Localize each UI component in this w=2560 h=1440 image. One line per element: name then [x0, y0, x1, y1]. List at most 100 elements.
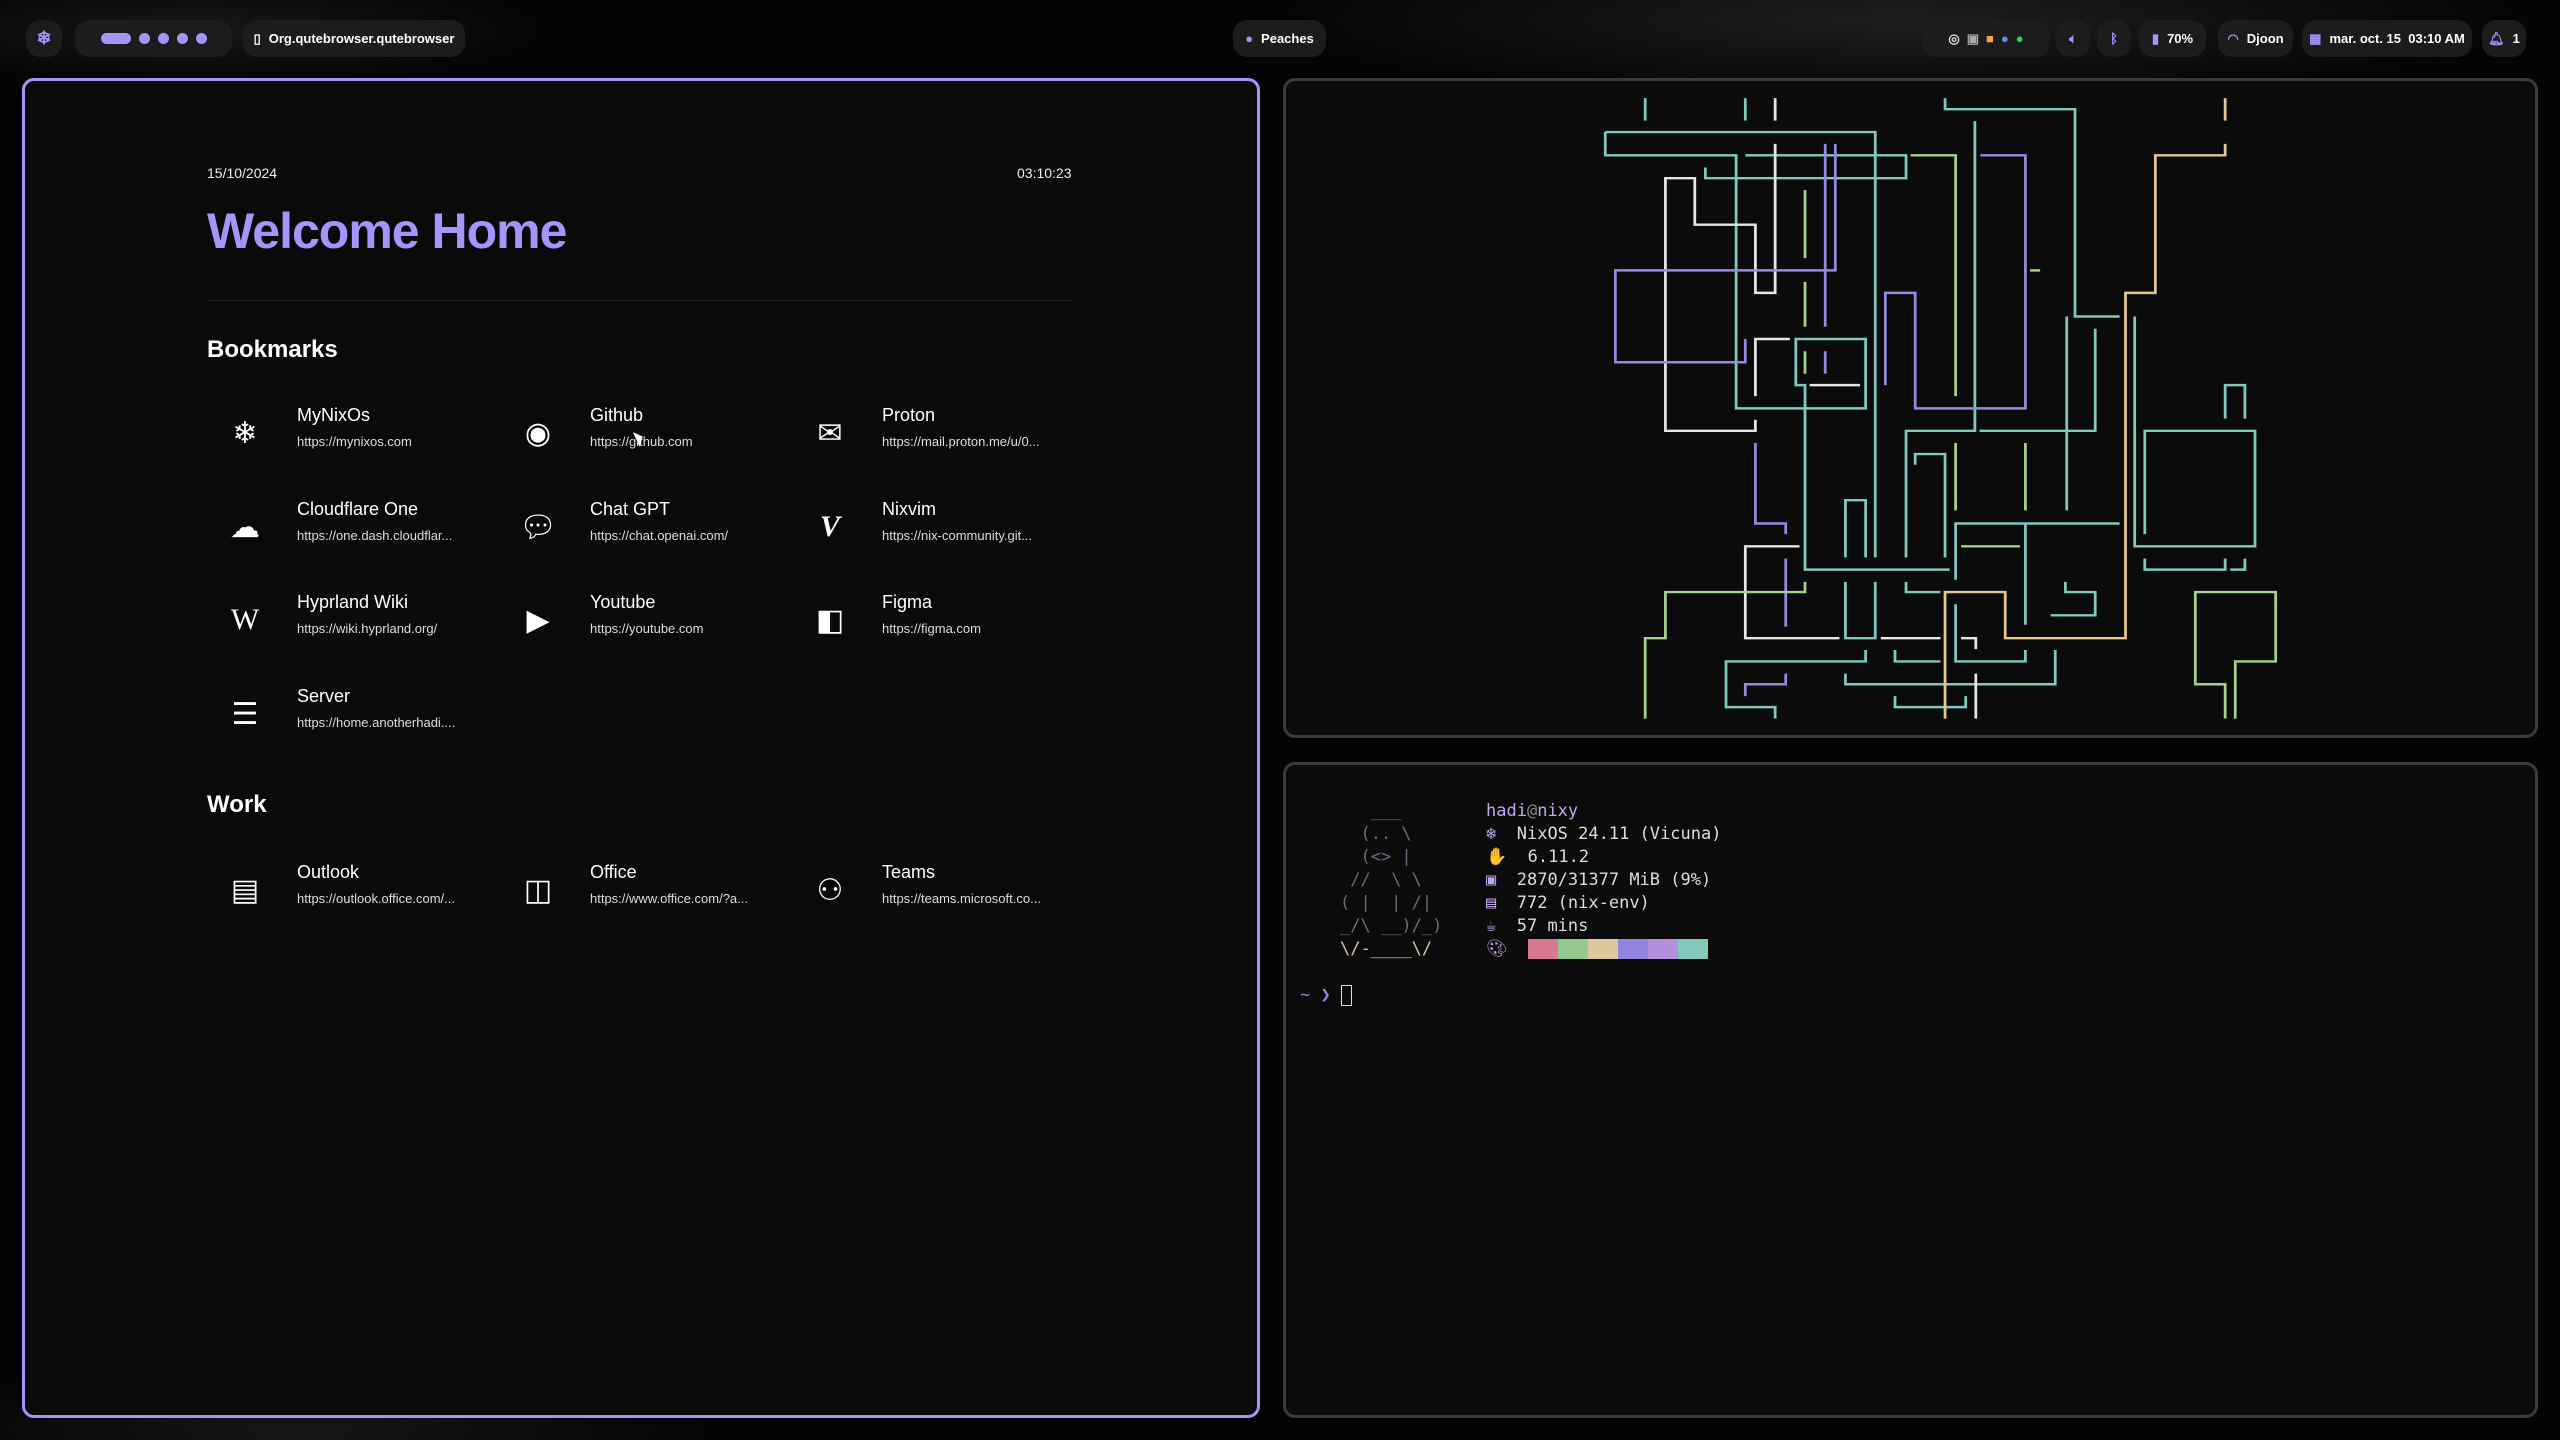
wifi-indicator[interactable]: ◠ Djoon	[2218, 20, 2293, 57]
bookmark-url: https://wiki.hyprland.org/	[297, 621, 438, 636]
vim-icon: V	[819, 510, 840, 543]
at-sign: @	[1526, 801, 1538, 821]
bookmark-proton[interactable]: ✉ Proton https://mail.proton.me/u/0...	[792, 405, 1082, 465]
color-swatch	[1558, 939, 1589, 959]
bookmarks-heading: Bookmarks	[207, 336, 338, 363]
bookmark-teams[interactable]: ⚇ Teams https://teams.microsoft.co...	[792, 862, 1082, 922]
workspace-5[interactable]	[195, 33, 207, 44]
outlook-icon: ▤	[230, 873, 260, 907]
bookmark-mynixos[interactable]: ❄ MyNixOs https://mynixos.com	[207, 405, 497, 465]
pipe-segment	[1913, 452, 1947, 558]
divider	[207, 300, 1073, 301]
terminal-output: ___ hadi@nixy (.. \ ❄ NixOS 24.11 (Vicuna)…	[1300, 800, 1721, 1007]
mail-icon: ✉	[817, 416, 843, 450]
package-icon: ▤	[1486, 893, 1497, 913]
bookmark-name: Server	[297, 686, 351, 706]
launcher-button[interactable]: ❄	[26, 20, 62, 57]
disc-icon[interactable]: ◎	[1948, 30, 1960, 46]
bookmark-url: https://github.com	[590, 434, 693, 449]
volume-button[interactable]: 🔈︎	[2056, 20, 2090, 57]
browser-window	[22, 78, 1260, 1418]
pipe-segment	[2133, 316, 2257, 548]
bookmark-name: Youtube	[590, 592, 656, 612]
pipe-segment	[1844, 650, 2057, 686]
ascii-line: \/-____\/	[1340, 939, 1433, 959]
username: hadi	[1486, 801, 1527, 821]
bookmark-server[interactable]: ☰ Server https://home.anotherhadi....	[207, 686, 497, 746]
bluetooth-icon: ᛒ	[2110, 31, 2118, 46]
pipe-segment	[1961, 636, 1978, 650]
bookmark-url: https://figma.com	[882, 621, 981, 636]
bookmark-hyprland-wiki[interactable]: W Hyprland Wiki https://wiki.hyprland.org/	[207, 592, 497, 652]
color-swatch	[1648, 939, 1679, 959]
cursor[interactable]	[1340, 984, 1352, 1006]
workspace-2[interactable]	[138, 33, 150, 44]
home-date: 15/10/2024	[207, 165, 278, 181]
pipe-segment	[1605, 130, 1877, 558]
ascii-line: (.. \	[1340, 824, 1412, 844]
color-swatch	[1618, 939, 1649, 959]
pipe-segment	[1943, 143, 2227, 719]
office-icon: ◫	[523, 873, 553, 907]
bookmark-url: https://www.office.com/?a...	[590, 891, 748, 906]
datetime: mar. oct. 15 03:10 AM	[2329, 31, 2465, 46]
ascii-line: ___	[1340, 801, 1402, 821]
bookmark-name: Figma	[882, 592, 933, 612]
bluetooth-tray-icon[interactable]: ●	[2000, 31, 2009, 46]
ascii-line: ( | | /|	[1340, 893, 1433, 913]
pipe-segment	[1910, 154, 1957, 397]
info-memory: 2870/31377 MiB (9%)	[1516, 870, 1712, 890]
bookmark-url: https://one.dash.cloudflar...	[297, 528, 453, 543]
pipe-segment	[2230, 558, 2247, 571]
bookmark-name: Cloudflare One	[297, 499, 419, 519]
keepass-icon[interactable]: ▣	[1966, 30, 1980, 46]
pipe-segment	[1754, 443, 1788, 535]
info-kernel: 6.11.2	[1527, 847, 1590, 867]
ascii-line: _/\ __)/_)	[1340, 916, 1443, 936]
spotify-tray-icon[interactable]: ●	[2015, 31, 2024, 46]
pipe-segment	[1844, 581, 1877, 640]
volume-icon: 🔈︎	[2069, 30, 2077, 46]
workspace-4[interactable]	[176, 33, 188, 44]
pipe-segment	[1943, 98, 2120, 318]
pipe-segment	[1979, 328, 2097, 433]
wikipedia-icon: W	[230, 603, 260, 636]
bookmark-chat-gpt[interactable]: 💬︎ Chat GPT https://chat.openai.com/	[500, 499, 790, 559]
ascii-line: // \ \	[1340, 870, 1422, 890]
bookmark-name: Office	[590, 862, 637, 882]
pipe-segment	[1893, 696, 1968, 709]
pipe-segment	[1883, 154, 2027, 410]
ascii-line: (<> |	[1340, 847, 1412, 867]
window-icon: ▯	[253, 30, 261, 46]
clock[interactable]: ▦ mar. oct. 15 03:10 AM	[2302, 20, 2472, 57]
folder-icon[interactable]: ■	[1986, 31, 1994, 46]
workspace-1[interactable]	[100, 33, 131, 44]
work-heading: Work	[207, 791, 267, 818]
bookmark-github[interactable]: ◉ Github https://github.com	[500, 405, 790, 465]
system-tray: ◎ ▣ ■ ● ●	[1922, 20, 2050, 57]
bookmark-outlook[interactable]: ▤ Outlook https://outlook.office.com/...	[207, 862, 497, 922]
pipe-segment	[2193, 590, 2278, 719]
pipe-segment	[1724, 650, 1867, 719]
bookmark-figma[interactable]: ◧ Figma https://figma.com	[792, 592, 1082, 652]
media-title: Peaches	[1261, 31, 1314, 46]
color-swatch	[1528, 939, 1559, 959]
workspace-3[interactable]	[157, 33, 169, 44]
pipe-segment	[1954, 604, 2027, 663]
battery-indicator[interactable]: ▮ 70%	[2139, 20, 2206, 57]
notifications-button[interactable]: 🔔︎ 1	[2482, 20, 2526, 57]
bookmark-name: Outlook	[297, 862, 360, 882]
pipe-segment	[2143, 558, 2227, 571]
pipe-segment	[2223, 383, 2247, 419]
bookmark-youtube[interactable]: ▶ Youtube https://youtube.com	[500, 592, 790, 652]
figma-icon: ◧	[815, 603, 845, 637]
fetch-terminal[interactable]	[1283, 762, 2538, 1418]
bookmark-name: Hyprland Wiki	[297, 592, 409, 612]
bookmark-nixvim[interactable]: V Nixvim https://nix-community.git...	[792, 499, 1082, 559]
bookmark-cloudflare-one[interactable]: ☁ Cloudflare One https://one.dash.cloudfla…	[207, 499, 497, 559]
bluetooth-button[interactable]: ᛒ	[2097, 20, 2131, 57]
media-player[interactable]: ● Peaches	[1233, 20, 1326, 57]
bookmark-office[interactable]: ◫ Office https://www.office.com/?a...	[500, 862, 790, 922]
bookmark-url: https://mail.proton.me/u/0...	[882, 434, 1040, 449]
pipes-terminal[interactable]	[1283, 78, 2538, 738]
